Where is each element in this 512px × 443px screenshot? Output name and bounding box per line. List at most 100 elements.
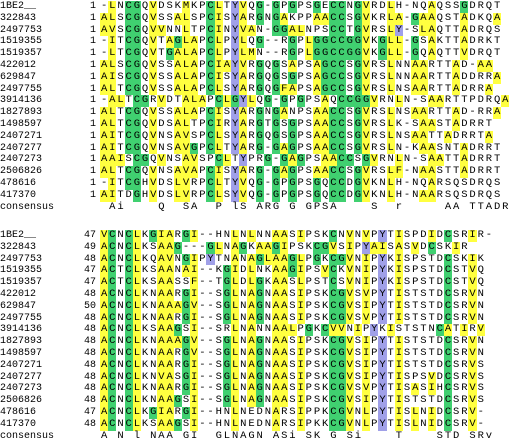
residue: D	[436, 347, 443, 359]
residue: -	[403, 118, 411, 130]
residue: D	[469, 47, 476, 60]
residue: N	[117, 0, 124, 12]
residue: -	[199, 370, 206, 383]
start-position: 48	[83, 312, 96, 324]
residue: G	[353, 106, 362, 119]
residue: S	[289, 311, 296, 324]
residue: N	[158, 141, 165, 154]
residue: A	[165, 264, 174, 278]
residue: L	[231, 417, 240, 431]
residue: C	[108, 335, 117, 348]
residue: S	[453, 382, 460, 395]
residue: A	[321, 165, 330, 178]
residue: C	[206, 177, 215, 190]
residue: N	[150, 394, 157, 407]
residue: I	[190, 370, 199, 384]
residue: P	[297, 59, 304, 71]
residue: S	[182, 394, 190, 407]
residue: A	[443, 323, 453, 337]
residue: C	[329, 358, 338, 372]
residue: T	[117, 141, 124, 154]
residue: A	[427, 0, 436, 13]
residue: I	[190, 229, 199, 242]
residue: T	[215, 276, 222, 289]
residue: C	[124, 141, 133, 155]
residue: N	[264, 394, 271, 407]
alignment-row: 1519355 1- I T C G Q V T A G L A P C L P Y L Q G - - R G P L G G C C G G…	[0, 35, 512, 49]
residue: C	[108, 240, 117, 254]
residue	[387, 431, 395, 443]
residue: I	[362, 299, 371, 313]
residue: S	[191, 129, 198, 142]
residue: V	[345, 394, 354, 407]
residue: K	[141, 311, 149, 324]
residue: V	[149, 141, 158, 155]
start-position: 1	[89, 1, 96, 12]
residue: G	[222, 382, 231, 396]
residue: S	[281, 59, 288, 71]
residue: L	[386, 129, 395, 143]
residue: A	[165, 358, 174, 372]
residue: D	[469, 11, 476, 24]
residue: Y	[231, 59, 240, 72]
residue: A	[312, 59, 322, 72]
residue: A	[100, 240, 109, 254]
residue: G	[181, 335, 191, 348]
residue: S	[379, 70, 386, 83]
residue: T	[493, 141, 501, 154]
residue: Q	[485, 11, 493, 24]
residue: R	[477, 165, 484, 178]
residue: A	[271, 276, 281, 289]
residue: S	[313, 311, 321, 324]
residue: T	[387, 394, 394, 407]
residue: L	[173, 177, 182, 190]
residue: P	[207, 153, 214, 166]
residue: N	[117, 311, 124, 324]
residue: A	[165, 335, 174, 348]
start-position: 1	[89, 12, 96, 24]
residue: S	[477, 382, 484, 395]
residue: S	[158, 70, 165, 83]
residue: S	[346, 118, 353, 130]
residue: N	[264, 323, 271, 336]
residue: R	[174, 288, 181, 300]
residue: S	[387, 240, 394, 253]
residue: G	[181, 382, 191, 396]
residue: A	[444, 200, 452, 213]
residue: N	[395, 106, 402, 119]
residue: G	[140, 94, 150, 108]
residue: P	[297, 11, 304, 24]
residue: C	[329, 299, 338, 313]
residue: V	[345, 229, 354, 242]
alignment-row: 1519357 1- L T C G Q V T G A L A P C L P Y L M N - - R G P L G G C C G G…	[0, 47, 512, 60]
residue: A	[157, 323, 166, 337]
residue: A	[460, 165, 469, 178]
residue: G	[353, 177, 362, 190]
residue: R	[461, 299, 468, 312]
residue: R	[281, 35, 288, 48]
residue: -	[207, 229, 214, 241]
residue: Y	[378, 406, 387, 419]
residue: H	[215, 417, 222, 430]
residue: S	[444, 11, 452, 24]
residue: S	[493, 177, 501, 189]
residue: C	[329, 70, 338, 84]
residue: R	[379, 153, 386, 166]
residue: R	[477, 0, 484, 12]
residue: Y	[231, 0, 240, 13]
residue: C	[329, 288, 338, 301]
residue: A	[271, 358, 281, 372]
residue: S	[420, 394, 427, 407]
residue: N	[264, 370, 271, 383]
residue: P	[223, 47, 231, 60]
residue: L	[214, 0, 223, 13]
residue: P	[199, 165, 206, 178]
sequence-name: 417370	[0, 189, 37, 201]
residue: -	[207, 276, 214, 289]
residue: A	[312, 106, 322, 119]
